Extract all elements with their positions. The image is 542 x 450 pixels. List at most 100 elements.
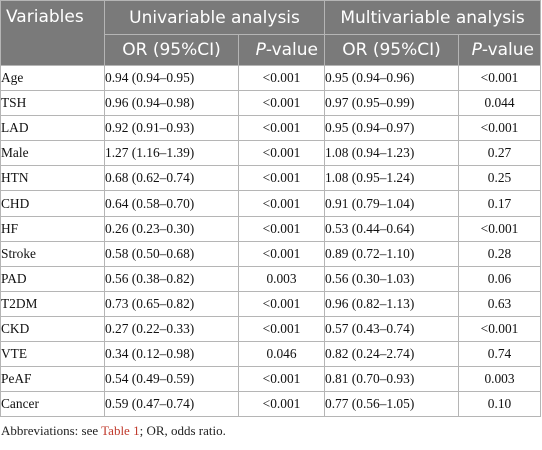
cell-multi-or: 0.89 (0.72–1.10) bbox=[324, 240, 460, 267]
cell-uni-or: 0.59 (0.47–0.74) bbox=[104, 391, 239, 418]
cell-multi-or: 0.77 (0.56–1.05) bbox=[324, 391, 460, 418]
cell-variable: Stroke bbox=[0, 240, 105, 267]
cell-multi-or: 0.97 (0.95–0.99) bbox=[324, 90, 460, 117]
cell-uni-p: <0.001 bbox=[237, 115, 326, 142]
cell-uni-p: <0.001 bbox=[237, 140, 326, 167]
cell-multi-or: 0.53 (0.44–0.64) bbox=[324, 215, 460, 242]
table-row: HF 0.26 (0.23–0.30) <0.001 0.53 (0.44–0.64)… bbox=[0, 215, 542, 242]
cell-uni-or: 0.64 (0.58–0.70) bbox=[104, 190, 239, 217]
cell-uni-or: 0.27 (0.22–0.33) bbox=[104, 315, 239, 343]
cell-multi-p: <0.001 bbox=[458, 315, 542, 343]
cell-multi-p: 0.28 bbox=[458, 240, 542, 267]
cell-multi-p: 0.25 bbox=[458, 165, 542, 192]
cell-multi-or: 0.81 (0.70–0.93) bbox=[324, 366, 460, 393]
cell-multi-or: 1.08 (0.95–1.24) bbox=[324, 165, 460, 192]
table-row: Cancer 0.59 (0.47–0.74) <0.001 0.77 (0.56–1… bbox=[0, 391, 542, 418]
header-uni-p-letter: P bbox=[255, 40, 266, 60]
table-row: Male 1.27 (1.16–1.39) <0.001 1.08 (0.94–1.2… bbox=[0, 140, 542, 167]
table-row: CKD 0.27 (0.22–0.33) <0.001 0.57 (0.43–0.74… bbox=[0, 315, 542, 343]
cell-variable: VTE bbox=[0, 341, 105, 368]
cell-uni-p: <0.001 bbox=[237, 64, 326, 92]
cell-uni-or: 0.58 (0.50–0.68) bbox=[104, 240, 239, 267]
header-variables: Variables bbox=[0, 0, 105, 66]
header-multi-or: OR (95%CI) bbox=[324, 34, 460, 66]
cell-uni-or: 0.56 (0.38–0.82) bbox=[104, 265, 239, 292]
table-row: CHD 0.64 (0.58–0.70) <0.001 0.91 (0.79–1.04… bbox=[0, 190, 542, 217]
cell-variable: PAD bbox=[0, 265, 105, 292]
cell-variable: Male bbox=[0, 140, 105, 167]
cell-multi-p: 0.63 bbox=[458, 290, 542, 317]
footnote-prefix: Abbreviations: see bbox=[1, 423, 102, 438]
cell-variable: T2DM bbox=[0, 290, 105, 317]
table-row: VTE 0.34 (0.12–0.98) 0.046 0.82 (0.24–2.74)… bbox=[0, 341, 542, 368]
cell-variable: CHD bbox=[0, 190, 105, 217]
cell-uni-p: 0.003 bbox=[237, 265, 326, 292]
header-row-groups: Variables Univariable analysis Multivari… bbox=[0, 0, 542, 66]
cell-uni-or: 0.92 (0.91–0.93) bbox=[104, 115, 239, 142]
cell-uni-or: 1.27 (1.16–1.39) bbox=[104, 140, 239, 167]
cell-uni-or: 0.54 (0.49–0.59) bbox=[104, 366, 239, 393]
cell-multi-or: 0.57 (0.43–0.74) bbox=[324, 315, 460, 343]
cell-multi-p: <0.001 bbox=[458, 115, 542, 142]
header-uni-p: P-value bbox=[237, 34, 326, 66]
cell-uni-p: <0.001 bbox=[237, 366, 326, 393]
cell-multi-or: 0.56 (0.30–1.03) bbox=[324, 265, 460, 292]
table-row: Age 0.94 (0.94–0.95) <0.001 0.95 (0.94–0.96… bbox=[0, 64, 542, 92]
table-row: PAD 0.56 (0.38–0.82) 0.003 0.56 (0.30–1.03)… bbox=[0, 265, 542, 292]
footnote-suffix: ; OR, odds ratio. bbox=[139, 423, 226, 438]
cell-uni-or: 0.26 (0.23–0.30) bbox=[104, 215, 239, 242]
table1-link[interactable]: Table 1 bbox=[101, 423, 140, 438]
cell-uni-p: <0.001 bbox=[237, 215, 326, 242]
cell-uni-or: 0.73 (0.65–0.82) bbox=[104, 290, 239, 317]
cell-variable: HTN bbox=[0, 165, 105, 192]
cell-uni-p: <0.001 bbox=[237, 90, 326, 117]
header-univariable: Univariable analysis bbox=[103, 0, 326, 35]
cell-uni-p: 0.046 bbox=[237, 341, 326, 368]
cell-multi-p: 0.003 bbox=[458, 366, 542, 393]
cell-variable: PeAF bbox=[0, 366, 105, 393]
cell-uni-p: <0.001 bbox=[237, 315, 326, 343]
header-uni-p-suffix: -value bbox=[265, 40, 319, 60]
cell-multi-p: <0.001 bbox=[458, 215, 542, 242]
cell-multi-or: 0.82 (0.24–2.74) bbox=[324, 341, 460, 368]
header-multivariable: Multivariable analysis bbox=[324, 0, 542, 35]
header-row-sub: OR (95%CI) P-value OR (95%CI) P-value bbox=[1, 34, 542, 66]
cell-multi-p: 0.17 bbox=[458, 190, 542, 217]
cell-variable: Age bbox=[0, 64, 105, 92]
table-row: PeAF 0.54 (0.49–0.59) <0.001 0.81 (0.70–0.9… bbox=[0, 366, 542, 393]
cell-uni-or: 0.96 (0.94–0.98) bbox=[104, 90, 239, 117]
cell-multi-or: 0.91 (0.79–1.04) bbox=[324, 190, 460, 217]
cell-uni-or: 0.68 (0.62–0.74) bbox=[104, 165, 239, 192]
cell-multi-p: <0.001 bbox=[458, 64, 542, 92]
cell-uni-p: <0.001 bbox=[237, 190, 326, 217]
cell-multi-p: 0.044 bbox=[458, 90, 542, 117]
header-multi-p: P-value bbox=[458, 34, 542, 66]
cell-variable: CKD bbox=[0, 315, 105, 343]
cell-uni-or: 0.94 (0.94–0.95) bbox=[104, 64, 239, 92]
cell-multi-p: 0.74 bbox=[458, 341, 542, 368]
header-multi-p-letter: P bbox=[471, 40, 482, 60]
cell-multi-or: 0.95 (0.94–0.97) bbox=[324, 115, 460, 142]
header-uni-or: OR (95%CI) bbox=[104, 34, 239, 66]
table-row: TSH 0.96 (0.94–0.98) <0.001 0.97 (0.95–0.99… bbox=[0, 90, 542, 117]
cell-variable: Cancer bbox=[0, 391, 105, 418]
cell-multi-p: 0.06 bbox=[458, 265, 542, 292]
results-table: Variables Univariable analysis Multivari… bbox=[0, 0, 542, 418]
footnote: Abbreviations: see Table 1; OR, odds rat… bbox=[1, 423, 226, 439]
cell-uni-p: <0.001 bbox=[237, 165, 326, 192]
cell-uni-p: <0.001 bbox=[237, 290, 326, 317]
table-row: Stroke 0.58 (0.50–0.68) <0.001 0.89 (0.72–1… bbox=[0, 240, 542, 267]
cell-multi-or: 1.08 (0.94–1.23) bbox=[324, 140, 460, 167]
header-multi-p-suffix: -value bbox=[481, 40, 535, 60]
cell-multi-or: 0.95 (0.94–0.96) bbox=[324, 64, 460, 92]
cell-uni-p: <0.001 bbox=[237, 391, 326, 418]
table-row: HTN 0.68 (0.62–0.74) <0.001 1.08 (0.95–1.24… bbox=[0, 165, 542, 192]
cell-multi-p: 0.27 bbox=[458, 140, 542, 167]
cell-variable: HF bbox=[0, 215, 105, 242]
table-row: T2DM 0.73 (0.65–0.82) <0.001 0.96 (0.82–1.1… bbox=[0, 290, 542, 317]
cell-uni-p: <0.001 bbox=[237, 240, 326, 267]
cell-uni-or: 0.34 (0.12–0.98) bbox=[104, 341, 239, 368]
table-body: Age 0.94 (0.94–0.95) <0.001 0.95 (0.94–0.96… bbox=[0, 64, 542, 418]
cell-multi-p: 0.10 bbox=[458, 391, 542, 418]
cell-multi-or: 0.96 (0.82–1.13) bbox=[324, 290, 460, 317]
